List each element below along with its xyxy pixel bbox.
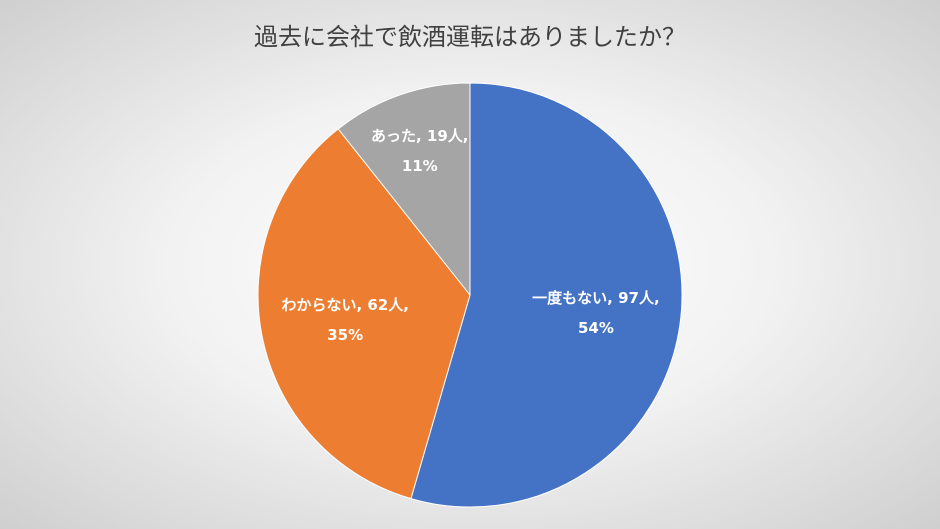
data-label: あった, 19人, 11% [371,126,469,175]
pie-slice [337,82,471,297]
data-label: 一度もない, 97人, 54% [532,288,660,337]
pie-slice [257,128,471,500]
chart-title: 過去に会社で飲酒運転はありましたか？ [254,23,686,51]
data-label: わからない, 62人, 35% [281,295,409,344]
pie-slice [410,82,683,508]
